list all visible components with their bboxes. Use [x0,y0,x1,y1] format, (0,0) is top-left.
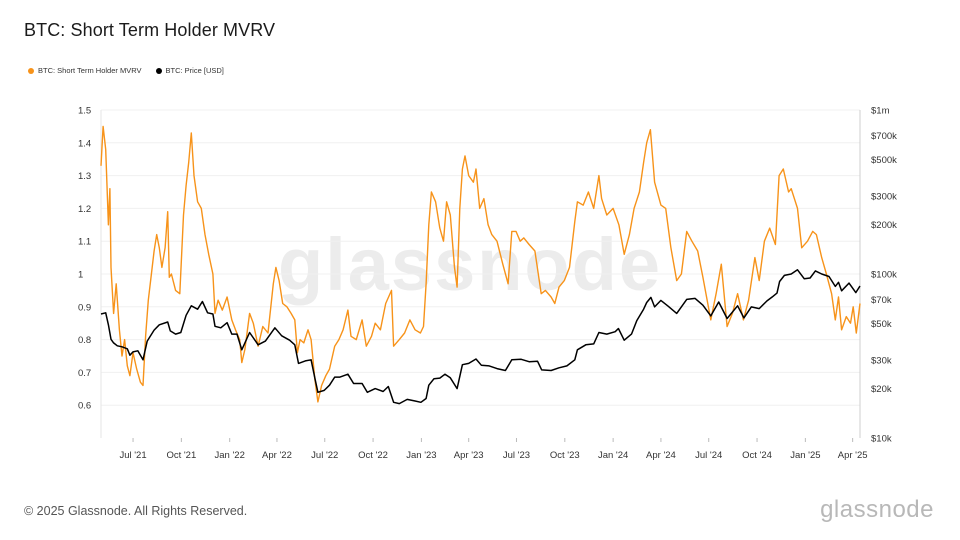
legend-swatch-mvrv [28,67,34,74]
x-tick-label: Jan '23 [406,450,436,461]
legend-label-mvrv: BTC: Short Term Holder MVRV [38,66,142,75]
y-left-tick-label: 1.4 [78,138,91,149]
y-left-tick-label: 1.3 [78,171,91,182]
y-right-tick-label: $500k [871,155,897,166]
y-left-tick-label: 0.8 [78,335,91,346]
chart-title: BTC: Short Term Holder MVRV [24,20,276,40]
legend-item-price[interactable]: BTC: Price [USD] [155,66,224,75]
y-right-tick-label: $1m [871,106,890,117]
legend-label-price: BTC: Price [USD] [165,66,224,75]
x-tick-label: Jul '23 [503,450,530,461]
x-tick-label: Jan '24 [598,450,628,461]
x-tick-label: Oct '21 [166,450,196,461]
y-left-tick-label: 0.9 [78,302,91,313]
grid-lines [101,109,860,406]
y-right-tick-label: $20k [871,384,892,395]
legend-swatch-price [155,67,162,74]
x-tick-label: Jan '22 [215,450,245,461]
series-line-price [100,269,861,405]
y-right-tick-label: $100k [871,270,897,281]
watermark-text: glassnode [278,223,662,306]
y-left-tick-label: 0.6 [78,401,91,412]
x-tick-label: Apr '22 [262,450,292,461]
brand-logo: glassnode [820,496,934,523]
y-right-tick-label: $50k [871,319,892,330]
y-left-tick-label: 1.1 [78,237,91,248]
copyright-footer: © 2025 Glassnode. All Rights Reserved. [24,504,248,518]
y-right-tick-label: $300k [871,191,897,202]
axes: 0.6 0.7 0.8 0.9 1 1.1 1.2 1.3 1.4 1.5 $10k $20k $30k… [78,106,897,462]
y-left-tick-label: 1 [78,270,83,281]
x-tick-label: Oct '22 [358,450,388,461]
y-right-tick-label: $700k [871,131,897,142]
x-tick-label: Apr '23 [454,450,484,461]
x-tick-label: Jul '24 [695,450,722,461]
y-left-tick-label: 0.7 [78,368,91,379]
legend-item-mvrv[interactable]: BTC: Short Term Holder MVRV [28,66,142,75]
y-left-tick-label: 1.2 [78,204,91,215]
y-left-tick-label: 1.5 [78,106,91,117]
x-tick-label: Oct '23 [550,450,580,461]
x-tick-label: Apr '24 [646,450,676,461]
x-tick-label: Jul '22 [311,450,338,461]
chart-legend: BTC: Short Term Holder MVRV BTC: Price [… [28,66,224,75]
y-right-tick-label: $70k [871,295,892,306]
y-right-tick-label: $30k [871,355,892,366]
x-tick-label: Jan '25 [790,450,820,461]
y-right-tick-label: $10k [871,434,892,445]
x-tick-label: Jul '21 [119,450,146,461]
series-lines [100,125,861,405]
y-right-tick-label: $200k [871,220,897,231]
x-tick-label: Apr '25 [838,450,868,461]
series-line-mvrv [100,125,861,403]
x-tick-label: Oct '24 [742,450,772,461]
